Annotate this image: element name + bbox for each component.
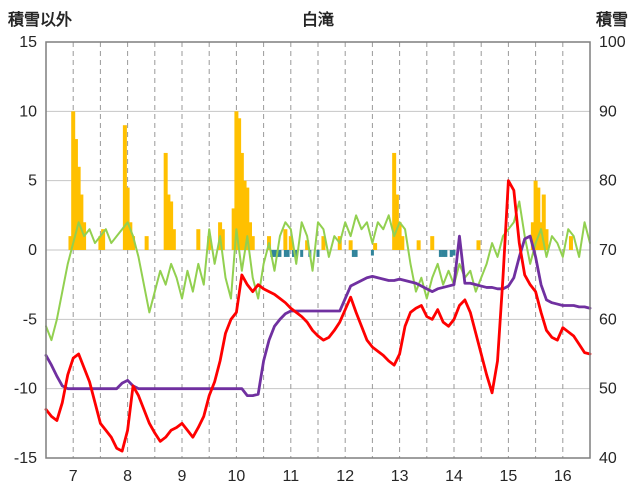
bar-precipitation-bars bbox=[283, 229, 288, 250]
bar-precipitation-bars bbox=[101, 229, 106, 250]
x-tick-label: 7 bbox=[69, 468, 78, 485]
bar-precipitation-bars bbox=[131, 236, 136, 250]
right-axis-title: 積雪 bbox=[595, 12, 628, 29]
right-tick-label: 60 bbox=[599, 311, 617, 328]
x-tick-label: 14 bbox=[445, 468, 463, 485]
bar-precipitation-bars bbox=[171, 229, 176, 250]
plot-border bbox=[45, 41, 591, 459]
x-tick-label: 11 bbox=[282, 468, 299, 485]
bar-precipitation-bars bbox=[234, 111, 239, 250]
x-tick-label: 10 bbox=[228, 468, 246, 485]
bar-precipitation-bars bbox=[416, 240, 421, 250]
bar-precipitation-bars bbox=[163, 152, 168, 250]
bar-precipitation-bars bbox=[536, 187, 541, 250]
bar-snowfall-bars bbox=[286, 250, 290, 257]
left-tick-label: 0 bbox=[28, 242, 37, 259]
bar-precipitation-bars bbox=[144, 236, 149, 250]
bar-precipitation-bars bbox=[288, 236, 293, 250]
bar-snowfall-bars bbox=[292, 250, 296, 257]
bar-precipitation-bars bbox=[539, 222, 544, 250]
bar-snowfall-bars bbox=[449, 250, 453, 257]
bar-precipitation-bars bbox=[220, 229, 225, 250]
bar-precipitation-bars bbox=[245, 187, 250, 250]
right-tick-label: 80 bbox=[599, 173, 617, 190]
bar-precipitation-bars bbox=[248, 222, 252, 250]
bar-precipitation-bars bbox=[250, 236, 255, 250]
right-tick-label: 90 bbox=[599, 103, 617, 120]
bar-precipitation-bars bbox=[73, 139, 78, 250]
bar-precipitation-bars bbox=[166, 194, 171, 250]
bar-precipitation-bars bbox=[568, 236, 573, 250]
x-tick-label: 8 bbox=[123, 468, 132, 485]
bar-precipitation-bars bbox=[533, 180, 538, 250]
bar-precipitation-bars bbox=[392, 152, 397, 250]
left-tick-label: 15 bbox=[19, 34, 37, 51]
series-purple-line bbox=[44, 234, 592, 398]
bar-precipitation-bars bbox=[373, 243, 378, 250]
bar-precipitation-bars bbox=[98, 236, 103, 250]
bar-precipitation-bars bbox=[237, 118, 242, 251]
bar-precipitation-bars bbox=[530, 222, 535, 250]
bar-precipitation-bars bbox=[394, 194, 399, 250]
x-tick-label: 13 bbox=[391, 468, 409, 485]
bar-snowfall-bars bbox=[438, 250, 442, 257]
bar-precipitation-bars bbox=[242, 180, 247, 250]
bar-snowfall-bars bbox=[294, 250, 298, 257]
bar-precipitation-bars bbox=[305, 240, 310, 250]
right-tick-label: 70 bbox=[599, 242, 617, 259]
bar-snowfall-bars bbox=[300, 250, 304, 257]
bar-snowfall-bars bbox=[272, 250, 276, 257]
left-tick-label: -5 bbox=[23, 311, 37, 328]
bar-precipitation-bars bbox=[128, 222, 133, 250]
bar-snowfall-bars bbox=[441, 250, 445, 257]
bar-snowfall-bars bbox=[316, 250, 320, 257]
x-tick-label: 12 bbox=[336, 468, 354, 485]
bar-snowfall-bars bbox=[351, 250, 355, 257]
bar-precipitation-bars bbox=[476, 240, 481, 250]
bar-precipitation-bars bbox=[239, 152, 244, 250]
x-tick-label: 9 bbox=[178, 468, 187, 485]
bar-snowfall-bars bbox=[283, 250, 287, 257]
bar-precipitation-bars bbox=[125, 187, 130, 250]
left-axis-title: 積雪以外 bbox=[8, 12, 73, 29]
bar-precipitation-bars bbox=[76, 166, 81, 250]
left-tick-label: -15 bbox=[14, 450, 37, 467]
series-red-line bbox=[44, 179, 592, 453]
bar-precipitation-bars bbox=[544, 229, 549, 250]
bar-precipitation-bars bbox=[79, 194, 84, 250]
bar-precipitation-bars bbox=[169, 201, 174, 250]
bar-precipitation-bars bbox=[397, 222, 402, 250]
bar-precipitation-bars bbox=[430, 236, 435, 250]
bar-snowfall-bars bbox=[370, 250, 374, 256]
bar-snowfall-bars bbox=[354, 250, 358, 257]
x-tick-label: 15 bbox=[500, 468, 518, 485]
bar-precipitation-bars bbox=[541, 194, 546, 250]
bar-precipitation-bars bbox=[400, 236, 405, 250]
bar-snowfall-bars bbox=[444, 250, 448, 257]
bar-snowfall-bars bbox=[452, 250, 456, 256]
bar-precipitation-bars bbox=[71, 111, 76, 250]
bar-precipitation-bars bbox=[122, 125, 127, 250]
bar-precipitation-bars bbox=[207, 236, 212, 250]
x-tick-label: 16 bbox=[554, 468, 572, 485]
left-tick-label: -10 bbox=[14, 381, 37, 398]
right-tick-label: 50 bbox=[599, 381, 617, 398]
left-tick-label: 5 bbox=[28, 173, 37, 190]
series-green-line bbox=[45, 200, 591, 342]
bar-precipitation-bars bbox=[231, 208, 236, 250]
bar-snowfall-bars bbox=[278, 250, 282, 257]
right-tick-label: 40 bbox=[599, 450, 617, 467]
chart-title: 白滝 bbox=[301, 12, 334, 29]
bar-precipitation-bars bbox=[68, 236, 73, 250]
bar-precipitation-bars bbox=[321, 236, 326, 250]
bar-precipitation-bars bbox=[196, 229, 201, 250]
right-tick-label: 100 bbox=[599, 34, 626, 51]
bar-precipitation-bars bbox=[348, 240, 353, 250]
left-tick-label: 10 bbox=[19, 103, 37, 120]
